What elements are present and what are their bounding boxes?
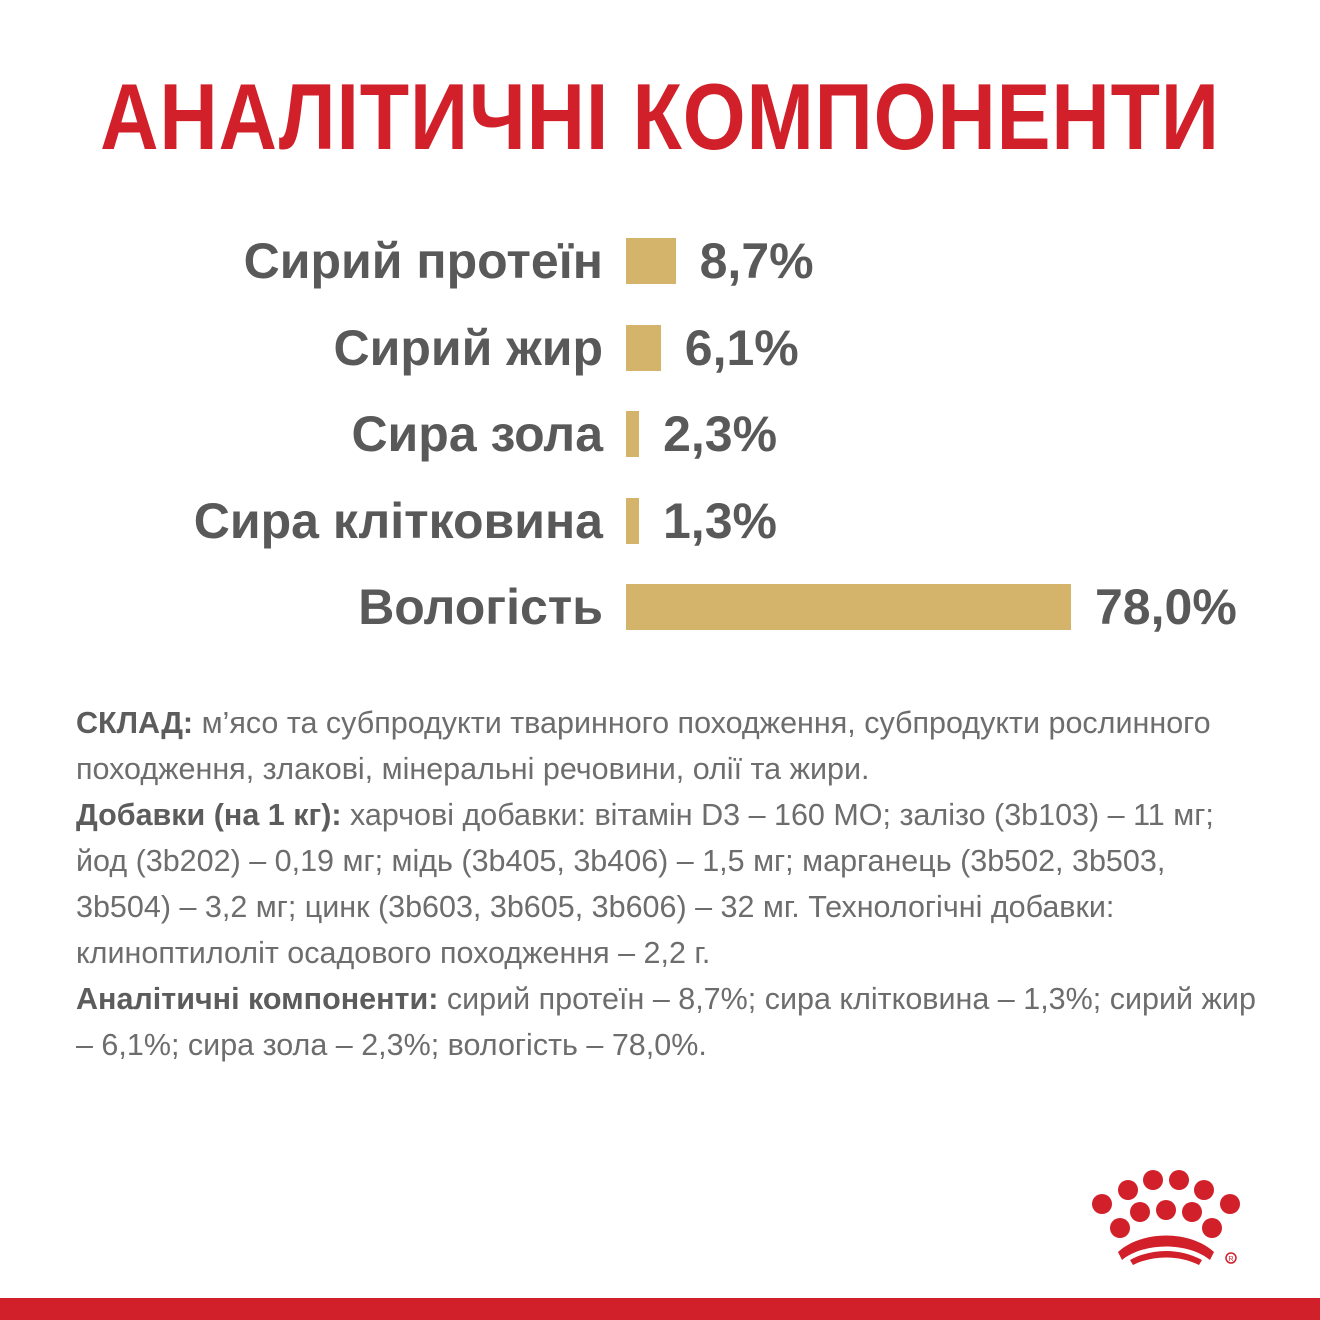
category-label: Сира клітковина [193, 492, 603, 549]
royal-canin-crown-icon: R [1092, 1170, 1240, 1265]
category-label: Вологість [358, 579, 603, 635]
additives-label: Добавки (на 1 кг): [76, 798, 342, 832]
analytical-label: Аналітичні компоненти: [76, 982, 439, 1016]
additives-text: харчові добавки: вітамін D3 – 160 МО; за… [76, 798, 1214, 970]
analytical-paragraph: Аналітичні компоненти: сирий протеїн – 8… [76, 976, 1256, 1068]
value-label: 6,1% [684, 319, 799, 376]
bar [626, 238, 676, 284]
chart-row: Сира зола 2,3% [0, 404, 1320, 464]
value-label: 78,0% [1095, 579, 1237, 635]
value-label: 8,7% [699, 233, 814, 289]
category-label: Сира зола [351, 406, 603, 462]
chart-row: Сирий протеїн 8,7% [0, 231, 1320, 291]
category-label: Сирий жир [333, 319, 603, 376]
chart-row: Сирий жир 6,1% [0, 318, 1320, 378]
analytical-text: сирий протеїн – 8,7%; сира клітковина – … [76, 982, 1256, 1062]
sklad-paragraph: СКЛАД: м’ясо та субпродукти тваринного п… [76, 700, 1256, 792]
category-label: Сирий протеїн [243, 233, 603, 289]
bottom-brand-bar [0, 1298, 1320, 1320]
sklad-text: м’ясо та субпродукти тваринного походжен… [76, 706, 1211, 786]
chart-title: АНАЛІТИЧНІ КОМПОНЕНТИ [100, 64, 1220, 169]
bar [626, 497, 639, 544]
composition-text: СКЛАД: м’ясо та субпродукти тваринного п… [76, 700, 1256, 1068]
additives-paragraph: Добавки (на 1 кг): харчові добавки: віта… [76, 792, 1256, 976]
chart-row: Сира клітковина 1,3% [0, 491, 1320, 551]
chart-row: Вологість 78,0% [0, 577, 1320, 637]
value-label: 1,3% [663, 492, 777, 549]
value-label: 2,3% [663, 406, 778, 462]
svg-text:R: R [1228, 1256, 1233, 1263]
sklad-label: СКЛАД: [76, 706, 194, 740]
bar [626, 411, 640, 457]
bar [626, 324, 661, 371]
bar [626, 584, 1071, 630]
